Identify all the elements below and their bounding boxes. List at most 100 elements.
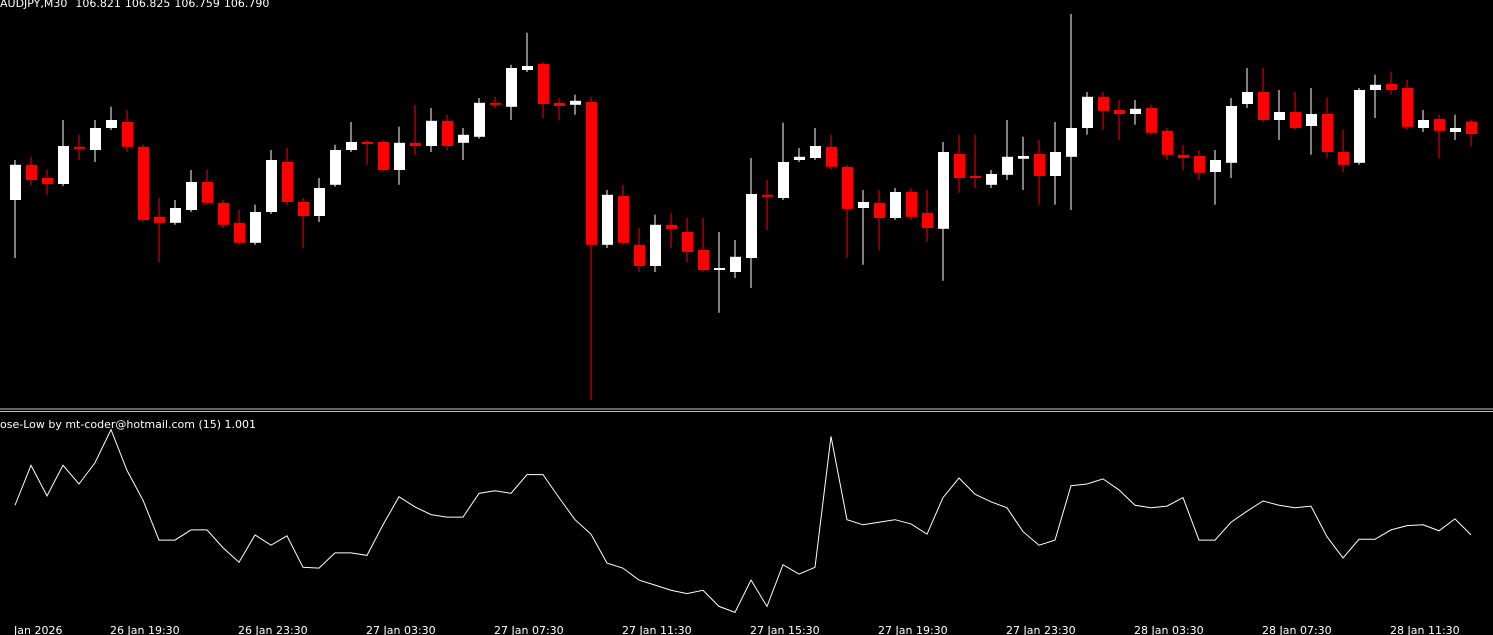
candle-body [1386,84,1397,90]
candle-body [1114,110,1125,114]
candle-body [106,120,117,128]
candle-body [570,100,581,105]
candle-body [1306,114,1317,126]
candle-body [762,194,773,197]
candle-body [122,122,133,147]
x-tick-label: 28 Jan 03:30 [1134,624,1204,635]
candle-body [1354,90,1365,163]
candle-body [730,256,741,272]
candle-body [1434,118,1445,131]
candle-body [650,224,661,266]
chart-header: AUDJPY,M30 106.821 106.825 106.759 106.790 [0,0,269,10]
candle-body [314,188,325,216]
x-tick-label: 26 Jan 19:30 [110,624,180,635]
candle-body [378,142,389,170]
candle-body [1194,156,1205,173]
candle-body [714,268,725,270]
candle-body [954,154,965,178]
candle-body [970,176,981,178]
candle-body [138,146,149,220]
candle-body [10,164,21,200]
candle-body [842,166,853,209]
candle-body [922,212,933,228]
indicator-line [14,428,1472,613]
candle-body [202,182,213,203]
symbol: AUDJPY,M30 [0,0,67,10]
x-tick-label: 28 Jan 07:30 [1262,624,1332,635]
candle-body [1146,108,1157,133]
x-tick-label: 26 Jan 23:30 [238,624,308,635]
x-tick-label: 27 Jan 03:30 [366,624,436,635]
candle-body [810,146,821,158]
candle-body [330,150,341,185]
indicator-label: ose-Low by mt-coder@hotmail.com (15) 1.0… [0,418,256,431]
candle-body [602,194,613,245]
candle-body [250,212,261,243]
candle-body [186,182,197,210]
ohlc-low: 106.759 [174,0,220,10]
candle-body [698,250,709,270]
candle-body [410,142,421,146]
candle-body [426,120,437,146]
candle-body [1210,160,1221,172]
x-tick-label: 27 Jan 15:30 [750,624,820,635]
candle-body [858,202,869,208]
candle-body [794,156,805,160]
candle-body [826,146,837,167]
candle-body [1338,152,1349,165]
candle-body [90,128,101,150]
candle-body [1050,152,1061,176]
candle-body [26,164,37,180]
candle-body [1002,156,1013,175]
candle-body [1162,130,1173,155]
candle-body [394,142,405,170]
candle-body [1082,96,1093,128]
x-tick-label: 27 Jan 07:30 [494,624,564,635]
candle-body [1258,92,1269,120]
candle-body [906,192,917,217]
x-tick-label: 27 Jan 23:30 [1006,624,1076,635]
candle-body [442,120,453,146]
candle-body [522,66,533,70]
candle-body [634,244,645,266]
candle-body [874,202,885,218]
ohlc-high: 106.825 [125,0,171,10]
candle-body [586,102,597,245]
candle-body [1242,92,1253,104]
candle-body [506,68,517,107]
candle-body [538,64,549,104]
candle-body [1066,128,1077,157]
candle-body [986,174,997,185]
candle-body [74,146,85,149]
candle-body [1018,156,1029,159]
x-tick-label: Jan 2026 [13,624,62,635]
candle-body [234,222,245,243]
ohlc-open: 106.821 [75,0,121,10]
candle-body [362,142,373,144]
candle-body [1418,120,1429,128]
candle-body [1370,84,1381,90]
candle-body [1226,106,1237,163]
candle-body [682,232,693,252]
candle-body [1178,154,1189,158]
candle-body [1130,108,1141,114]
candle-body [1274,112,1285,120]
candle-body [474,102,485,137]
ohlc-close: 106.790 [224,0,270,10]
candle-body [1322,114,1333,152]
candle-body [170,208,181,223]
candle-body [1290,112,1301,128]
x-tick-label: 27 Jan 19:30 [878,624,948,635]
x-tick-label: 27 Jan 11:30 [622,624,692,635]
candle-body [746,194,757,258]
candle-body [1034,154,1045,176]
candle-body [218,202,229,225]
x-tick-label: 28 Jan 11:30 [1390,624,1460,635]
candle-body [58,146,69,184]
candle-body [890,192,901,218]
candle-body [778,162,789,198]
candle-body [666,224,677,229]
candle-body [346,142,357,150]
candle-body [298,202,309,216]
